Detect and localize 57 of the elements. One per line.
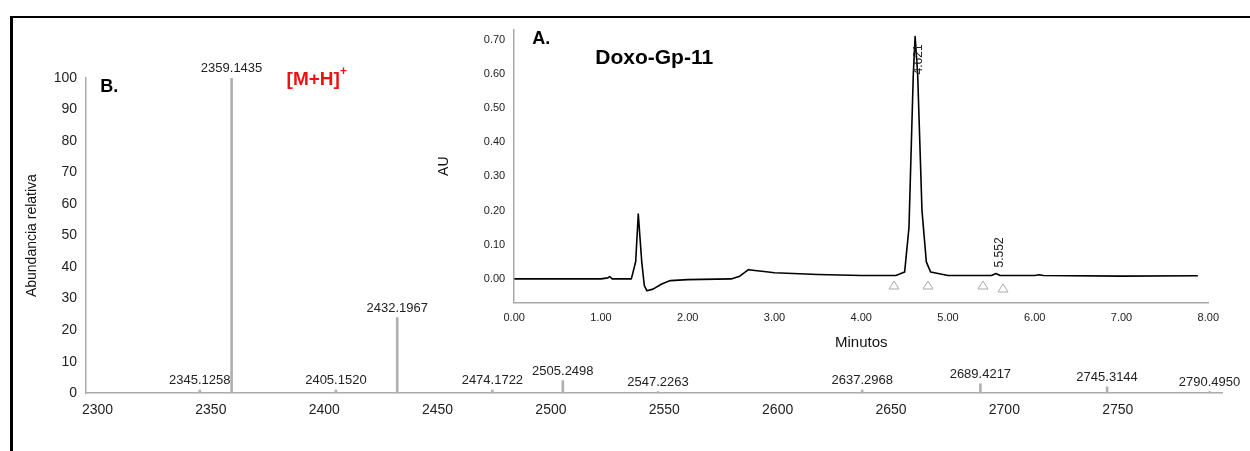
x-tick-label: 2600 [762, 401, 794, 418]
x-tick-label: 2350 [195, 401, 227, 418]
y-tick-label: 50 [61, 226, 78, 243]
annotation: [M+H]+ [286, 64, 347, 90]
y-axis-title: Abundancia relativa [23, 173, 40, 298]
y-tick-label: 90 [61, 100, 78, 117]
annotation: 2790.4950 [1178, 373, 1241, 389]
x-tick-label: 2450 [421, 401, 454, 418]
x-tick-label: 8.00 [1197, 311, 1220, 324]
x-tick-label: 3.00 [763, 311, 786, 324]
y-tick-label: 20 [61, 321, 78, 338]
x-tick-label: 2750 [1102, 401, 1134, 418]
x-tick-label: 1.00 [590, 311, 612, 324]
x-tick-label: 2400 [308, 401, 340, 418]
annotation: 2505.2498 [532, 362, 594, 378]
x-tick-label: 7.00 [1110, 311, 1133, 324]
y-tick-label: 0.10 [483, 237, 506, 250]
y-tick-label: 70 [61, 163, 78, 180]
x-tick-label: 2.00 [677, 311, 699, 324]
annotation: 2637.2968 [831, 372, 893, 388]
annotation: 2745.3144 [1076, 368, 1138, 384]
x-tick-label: 2500 [535, 401, 567, 418]
x-axis-title: Minutos [834, 333, 888, 351]
x-tick-label: 2300 [81, 401, 114, 418]
annotation: 5.552 [992, 237, 1007, 268]
x-tick-label: 6.00 [1024, 311, 1046, 324]
x-tick-label: 2700 [988, 401, 1021, 418]
y-tick-label: 40 [61, 257, 78, 274]
y-tick-label: 0 [69, 384, 78, 401]
y-tick-label: 100 [53, 68, 78, 85]
text: Doxo-Gp-11 [595, 44, 714, 68]
annotation: 2689.4217 [949, 365, 1012, 381]
annotation: B. [100, 75, 119, 96]
y-tick-label: 0.70 [483, 32, 506, 45]
annotation: 2474.1722 [461, 372, 524, 388]
annotation: 2345.1258 [169, 372, 231, 388]
x-tick-label: 0.00 [503, 311, 525, 324]
annotation: 2405.1520 [305, 372, 367, 388]
annotation: A. [532, 27, 551, 48]
y-tick-label: 0.50 [483, 101, 506, 114]
y-tick-label: 80 [61, 131, 78, 148]
y-tick-label: 60 [61, 194, 78, 211]
annotation: 2359.1435 [200, 60, 263, 76]
x-tick-label: 5.00 [937, 311, 959, 324]
y-tick-label: 0.60 [483, 67, 506, 80]
y-tick-label: 0.30 [483, 169, 506, 182]
y-tick-label: 30 [61, 289, 78, 306]
annotation: 2432.1967 [366, 299, 428, 315]
x-tick-label: 2650 [875, 401, 907, 418]
x-tick-label: 4.00 [850, 311, 872, 324]
x-tick-label: 2550 [648, 401, 681, 418]
y-tick-label: 10 [61, 352, 78, 369]
y-axis-title: AU [435, 156, 452, 176]
y-tick-label: 0.20 [483, 203, 506, 216]
annotation: 2547.2263 [627, 373, 689, 389]
y-tick-label: 0.40 [483, 135, 506, 148]
y-tick-label: 0.00 [483, 271, 506, 284]
